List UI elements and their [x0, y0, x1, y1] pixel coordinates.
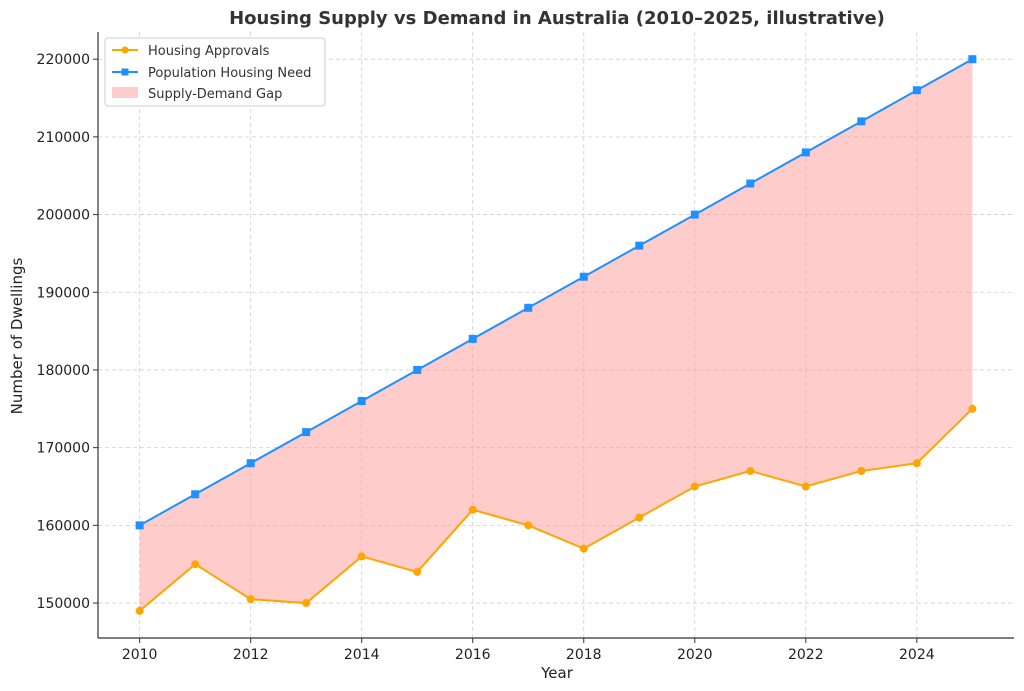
point-population-housing-need-2017 — [524, 303, 533, 312]
legend-box — [104, 37, 326, 107]
point-population-housing-need-2012 — [246, 459, 255, 468]
point-housing-approvals-2013 — [302, 599, 311, 608]
y-tick-label-220000: 220000 — [37, 52, 90, 68]
point-population-housing-need-2015 — [413, 365, 422, 374]
point-housing-approvals-2012 — [246, 595, 255, 604]
point-population-housing-need-2010 — [135, 521, 144, 530]
point-population-housing-need-2013 — [302, 428, 311, 437]
gap-area-layer — [139, 59, 973, 611]
series-line-housing-approvals — [138, 408, 974, 612]
point-population-housing-need-2022 — [801, 148, 810, 157]
point-housing-approvals-2010 — [135, 606, 144, 615]
point-population-housing-need-2018 — [579, 272, 588, 281]
point-population-housing-need-2025 — [968, 55, 977, 64]
y-tick-label-210000: 210000 — [37, 130, 90, 146]
x-tick-label-2022: 2022 — [788, 647, 824, 663]
chart-title: Housing Supply vs Demand in Australia (2… — [229, 8, 885, 29]
point-housing-approvals-2023 — [857, 466, 866, 475]
point-housing-approvals-2022 — [801, 482, 810, 491]
supply-demand-gap-area — [139, 59, 973, 611]
x-tick-label-2014: 2014 — [344, 647, 380, 663]
point-population-housing-need-2019 — [635, 241, 644, 250]
legend: Housing Approvals Population Housing Nee… — [104, 37, 326, 107]
point-population-housing-need-2021 — [746, 179, 755, 188]
y-tick-label-170000: 170000 — [37, 441, 90, 457]
point-population-housing-need-2011 — [191, 490, 200, 499]
point-housing-approvals-2019 — [635, 513, 644, 522]
x-axis-label: Year — [540, 664, 574, 682]
point-housing-approvals-2016 — [468, 505, 477, 514]
point-housing-approvals-2020 — [690, 482, 699, 491]
point-population-housing-need-2020 — [690, 210, 699, 219]
x-tick-label-2016: 2016 — [455, 647, 491, 663]
x-tick-label-2024: 2024 — [899, 647, 935, 663]
y-tick-label-150000: 150000 — [37, 596, 90, 612]
point-housing-approvals-2011 — [191, 560, 200, 569]
legend-label-supply-demand-gap: Supply-Demand Gap — [148, 87, 282, 102]
legend-label-population-housing-need: Population Housing Need — [148, 66, 311, 81]
point-population-housing-need-2016 — [468, 334, 477, 343]
y-tick-label-180000: 180000 — [37, 363, 90, 379]
legend-marker-housing-approvals — [121, 46, 129, 54]
legend-label-housing-approvals: Housing Approvals — [148, 44, 270, 59]
point-population-housing-need-2014 — [357, 397, 366, 406]
y-tick-label-190000: 190000 — [37, 285, 90, 301]
point-housing-approvals-2014 — [357, 552, 366, 561]
y-tick-label-200000: 200000 — [37, 208, 90, 224]
y-tick-label-160000: 160000 — [37, 518, 90, 534]
series-line-population-housing-need — [139, 58, 973, 527]
point-housing-approvals-2015 — [413, 567, 422, 576]
x-tick-label-2020: 2020 — [677, 647, 713, 663]
y-axis-label: Number of Dwellings — [8, 258, 26, 415]
legend-marker-population-housing-need — [121, 68, 129, 76]
point-housing-approvals-2024 — [912, 459, 921, 468]
point-housing-approvals-2017 — [524, 521, 533, 530]
legend-swatch-supply-demand-gap — [112, 87, 138, 98]
series-layer — [135, 55, 977, 615]
x-tick-label-2012: 2012 — [233, 647, 269, 663]
x-tick-label-2018: 2018 — [566, 647, 602, 663]
legend-item-housing-approvals: Housing Approvals — [112, 44, 270, 59]
x-tick-label-2010: 2010 — [122, 647, 158, 663]
tick-labels: 2010 2012 2014 2016 2018 2020 2022 2024 150000 16… — [37, 52, 935, 663]
point-housing-approvals-2021 — [746, 466, 755, 475]
point-population-housing-need-2023 — [857, 117, 866, 126]
point-housing-approvals-2018 — [579, 544, 588, 553]
point-housing-approvals-2025 — [968, 404, 977, 413]
point-population-housing-need-2024 — [912, 86, 921, 95]
legend-item-supply-demand-gap: Supply-Demand Gap — [112, 87, 282, 102]
legend-item-population-housing-need: Population Housing Need — [112, 66, 311, 81]
